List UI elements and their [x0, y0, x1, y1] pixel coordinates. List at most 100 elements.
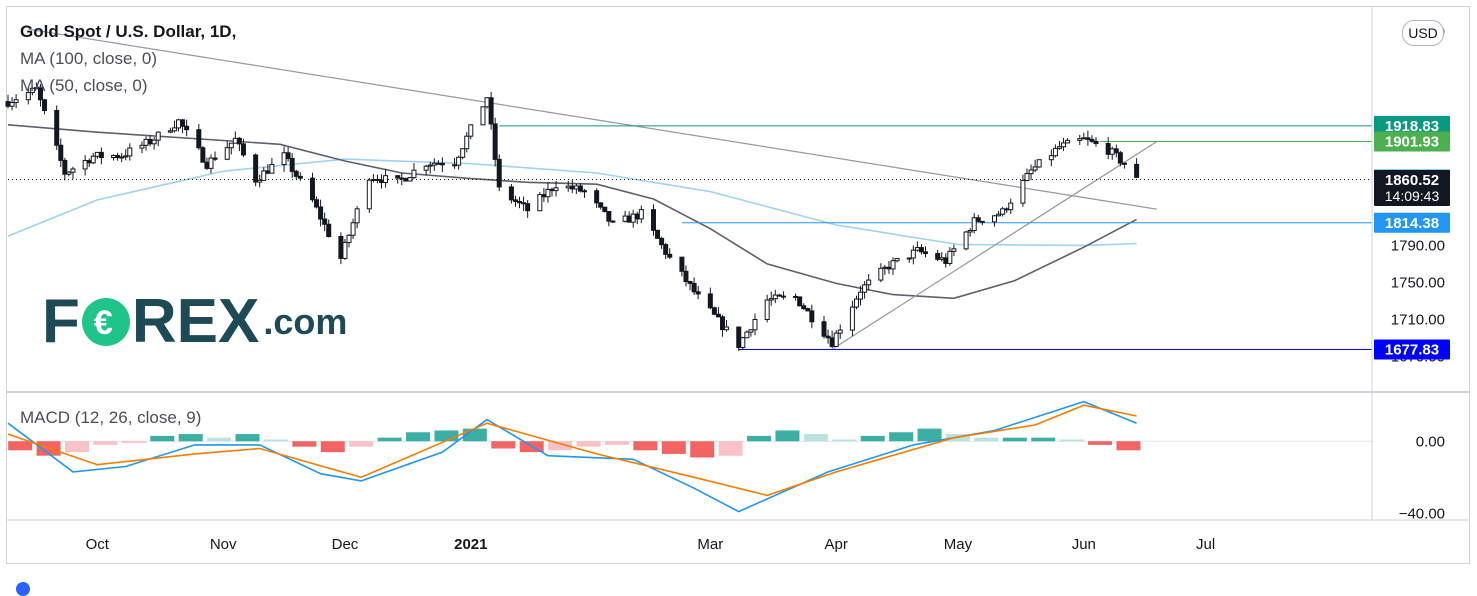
- macd-histogram-bar: [889, 432, 914, 442]
- candle-body: [1081, 137, 1087, 140]
- macd-histogram-bar: [121, 441, 146, 444]
- candle-body: [143, 138, 149, 146]
- candle-body: [667, 253, 673, 258]
- candle-body: [573, 185, 579, 190]
- macd-histogram-bar: [690, 441, 715, 458]
- candle-body: [240, 143, 246, 156]
- macd-histogram-bar: [349, 441, 374, 447]
- level-label-bg: [1374, 131, 1450, 152]
- candle-body: [1134, 163, 1140, 178]
- candle-body: [512, 199, 518, 202]
- candle-body: [62, 159, 68, 175]
- macd-histogram-bar: [8, 441, 33, 451]
- candle-body: [236, 137, 242, 145]
- macd-histogram-bar: [1059, 439, 1084, 442]
- candle-body: [650, 209, 656, 231]
- candle-body: [659, 237, 665, 246]
- candle-body: [261, 170, 267, 181]
- candle-body: [464, 135, 470, 150]
- candle-body: [1085, 137, 1091, 140]
- candle-body: [829, 337, 835, 347]
- candle-body: [797, 296, 803, 307]
- currency-button[interactable]: USD: [1402, 20, 1444, 46]
- candle-body: [86, 160, 92, 164]
- symbol-title: Gold Spot / U.S. Dollar, 1D,: [20, 22, 237, 41]
- macd-histogram-bar: [917, 428, 942, 442]
- candle-body: [565, 185, 571, 189]
- candle-body: [736, 326, 742, 348]
- macd-histogram-bar: [747, 435, 772, 442]
- candle-body: [346, 234, 352, 243]
- trendline: [831, 140, 1158, 350]
- macd-histogram-bar: [860, 435, 885, 442]
- candle-body: [228, 142, 234, 149]
- macd-histogram-bar: [491, 441, 516, 449]
- candle-body: [1109, 148, 1115, 155]
- candle-body: [196, 129, 202, 149]
- macd-histogram-bar: [1031, 437, 1056, 442]
- candle-body: [297, 175, 303, 179]
- time-tick-label: 2021: [454, 536, 487, 553]
- candle-body: [655, 229, 661, 239]
- candle-body: [155, 131, 161, 141]
- candle-body: [610, 220, 616, 223]
- macd-histogram-bar: [93, 441, 118, 445]
- candle-body: [622, 215, 628, 222]
- candle-body: [265, 170, 271, 174]
- candle-body: [549, 188, 555, 192]
- candle-body: [939, 257, 945, 260]
- candle-body: [801, 305, 807, 310]
- candle-body: [370, 178, 376, 181]
- time-tick-label: Dec: [332, 536, 359, 553]
- logo-suffix: .com: [263, 300, 348, 342]
- candle-body: [886, 266, 892, 270]
- candle-body: [521, 202, 527, 205]
- candle-body: [910, 249, 916, 259]
- candle-body: [5, 101, 11, 107]
- candle-body: [322, 218, 328, 225]
- level-label: 1814.38: [1385, 215, 1439, 232]
- candle-body: [992, 215, 998, 223]
- candle-body: [115, 155, 121, 159]
- candle-body: [338, 236, 344, 259]
- ma-100-legend: MA (100, close, 0): [20, 49, 158, 68]
- candle-body: [553, 187, 559, 192]
- candle-body: [679, 256, 685, 272]
- macd-histogram-bar: [1088, 441, 1113, 445]
- candle-body: [94, 151, 100, 157]
- candle-body: [253, 154, 259, 183]
- candle-body: [1093, 140, 1099, 145]
- candle-body: [184, 125, 190, 131]
- level-label: 1901.93: [1385, 134, 1439, 151]
- candle-body: [147, 138, 153, 145]
- candle-body: [833, 332, 839, 347]
- macd-histogram-bar: [661, 441, 686, 454]
- candle-body: [309, 177, 315, 201]
- candle-body: [354, 208, 360, 224]
- candle-body: [285, 152, 291, 159]
- candle-body: [525, 203, 531, 212]
- candle-body: [37, 87, 43, 101]
- candle-body: [200, 147, 206, 163]
- macd-legend: MACD (12, 26, close, 9): [20, 408, 202, 427]
- candle-body: [480, 106, 486, 126]
- candle-body: [407, 177, 413, 182]
- candle-body: [403, 178, 409, 182]
- candle-body: [452, 164, 458, 167]
- candle-body: [918, 247, 924, 253]
- candle-body: [626, 215, 632, 223]
- candle-body: [630, 213, 636, 223]
- candle-body: [943, 257, 949, 264]
- candle-body: [1024, 173, 1030, 181]
- candle-body: [1036, 159, 1042, 168]
- candle-body: [780, 295, 786, 298]
- candle-body: [866, 279, 872, 286]
- candle-body: [1008, 202, 1014, 211]
- macd-histogram-bar: [292, 441, 317, 447]
- candle-body: [1020, 179, 1026, 204]
- macd-histogram-bar: [263, 439, 288, 442]
- macd-histogram-bar: [576, 441, 601, 447]
- candle-body: [496, 158, 502, 188]
- candle-body: [724, 326, 730, 331]
